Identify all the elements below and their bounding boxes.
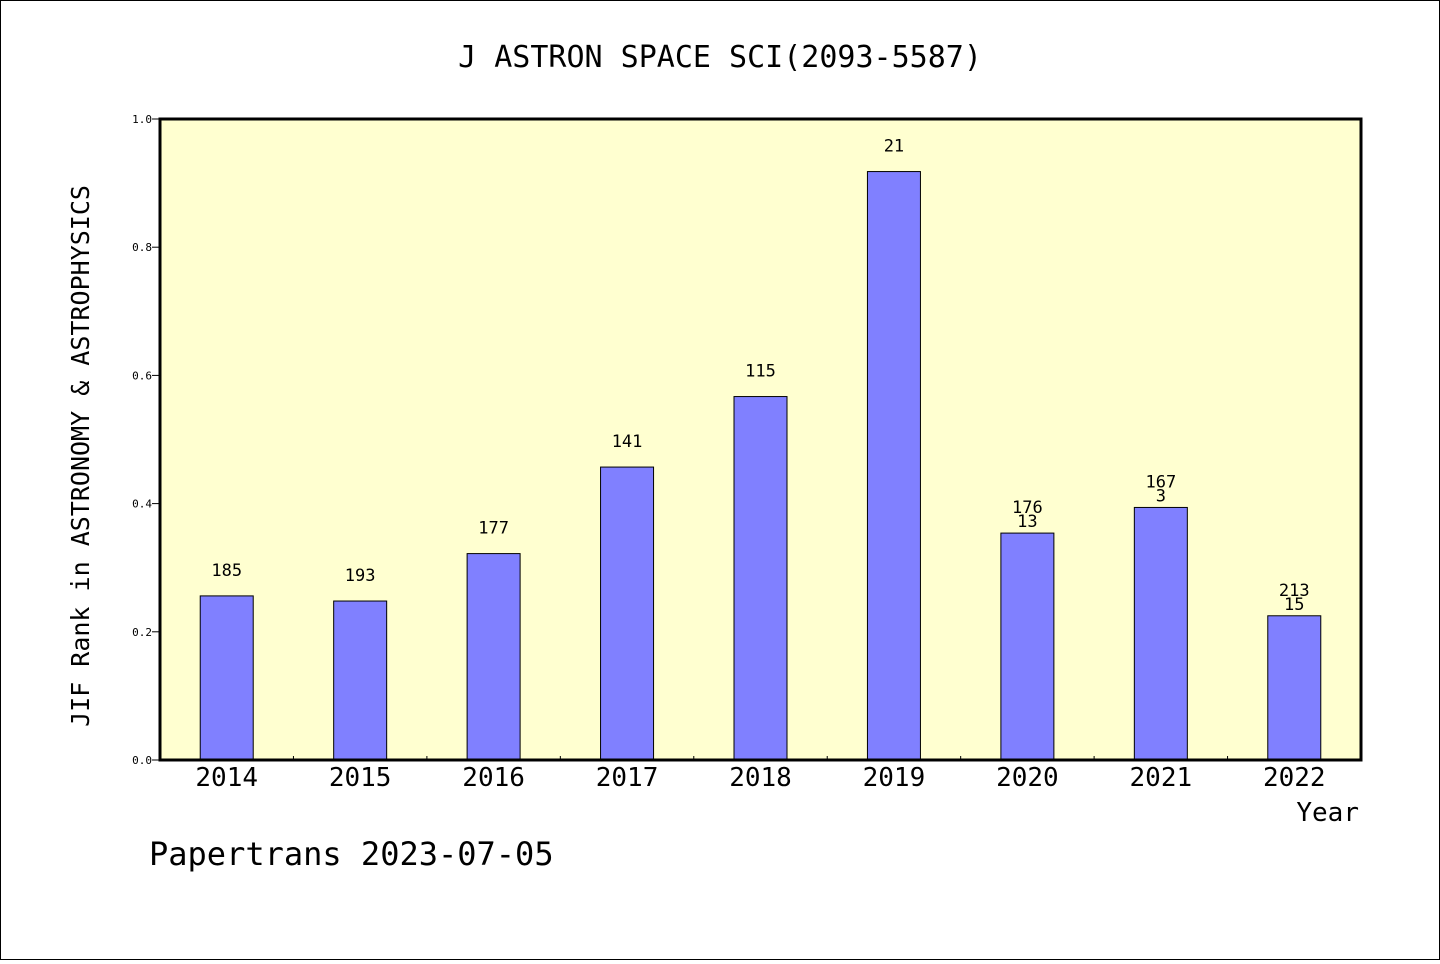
x-tick-label: 2016 bbox=[462, 763, 525, 793]
y-tick-label: 0.6 bbox=[132, 369, 152, 382]
bar-2019 bbox=[866, 171, 921, 761]
x-axis-label: Year bbox=[1296, 798, 1359, 828]
bar-2018 bbox=[733, 396, 788, 761]
x-tick-label: 2022 bbox=[1263, 763, 1326, 793]
bar-secondary-label: 15 bbox=[1284, 595, 1304, 615]
bar-value-label: 21 bbox=[884, 137, 904, 157]
bar-value-label: 141 bbox=[612, 432, 643, 452]
bar-2014 bbox=[199, 595, 254, 761]
bar-value-label: 193 bbox=[345, 566, 376, 586]
chart-title: J ASTRON SPACE SCI(2093-5587) bbox=[458, 40, 982, 75]
y-tick-label: 0.0 bbox=[132, 754, 152, 767]
bar-rank-label: 176 bbox=[1012, 498, 1043, 518]
bar-2021 bbox=[1133, 506, 1188, 761]
x-tick-label: 2018 bbox=[729, 763, 792, 793]
bar-secondary-label: 13 bbox=[1017, 512, 1037, 532]
bar-value-label: 185 bbox=[211, 561, 242, 581]
plot-border bbox=[158, 117, 1363, 762]
bar-2015 bbox=[333, 600, 388, 761]
x-tick-label: 2019 bbox=[863, 763, 926, 793]
y-tick-label: 0.2 bbox=[132, 626, 152, 639]
x-tick-label: 2020 bbox=[996, 763, 1059, 793]
bar-2020 bbox=[1000, 532, 1055, 761]
bars-group bbox=[199, 171, 1322, 761]
y-tick-label: 0.4 bbox=[132, 498, 152, 511]
y-axis-label: JIF Rank in ASTRONOMY & ASTROPHYSICS bbox=[66, 185, 95, 727]
bar-2017 bbox=[600, 466, 655, 761]
y-tick-label: 1.0 bbox=[132, 113, 152, 126]
x-axis: 2014 2015 2016 2017 2018 2019 2020 2021 2022 bbox=[195, 756, 1326, 793]
footer-credit: Papertrans 2023-07-05 bbox=[149, 835, 554, 873]
x-tick-label: 2021 bbox=[1130, 763, 1193, 793]
bar-value-label: 115 bbox=[745, 362, 776, 382]
bar-2022 bbox=[1267, 615, 1322, 761]
bar-rank-label: 213 bbox=[1279, 581, 1310, 601]
y-axis: 0.0 0.2 0.4 0.6 0.8 1.0 bbox=[132, 113, 160, 767]
bar-value-label: 177 bbox=[478, 519, 509, 539]
x-tick-label: 2017 bbox=[596, 763, 659, 793]
x-tick-label: 2014 bbox=[195, 763, 258, 793]
bar-rank-label: 167 bbox=[1145, 472, 1176, 492]
y-tick-label: 0.8 bbox=[132, 241, 152, 254]
bar-2016 bbox=[466, 553, 521, 761]
bar-secondary-label: 3 bbox=[1156, 486, 1166, 506]
x-tick-label: 2015 bbox=[329, 763, 392, 793]
